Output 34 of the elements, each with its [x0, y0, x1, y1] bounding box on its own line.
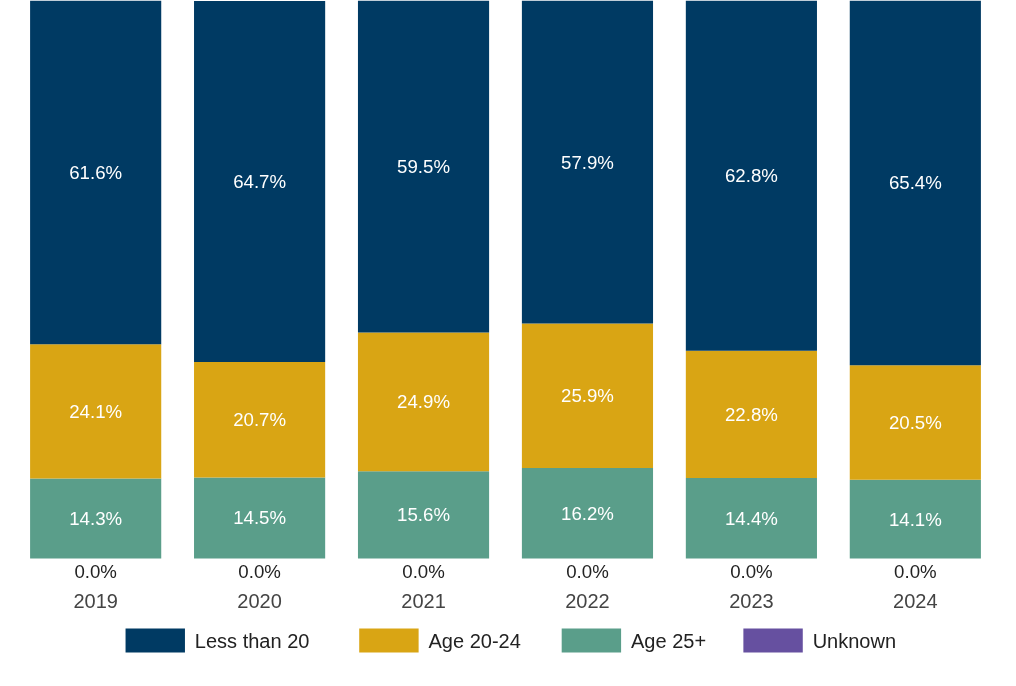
- legend-label: Age 25+: [631, 629, 707, 652]
- data-label: 0.0%: [74, 561, 117, 583]
- data-label: 14.1%: [888, 508, 942, 530]
- data-label: 14.5%: [233, 507, 287, 529]
- data-label: 14.4%: [724, 507, 778, 529]
- data-label: 57.9%: [561, 151, 614, 173]
- data-label: 20.5%: [888, 412, 942, 434]
- data-label: 0.0%: [566, 561, 609, 583]
- data-label: 20.7%: [233, 409, 287, 431]
- data-label: 14.3%: [69, 508, 123, 530]
- data-label: 16.2%: [561, 502, 614, 524]
- data-label: 61.6%: [69, 161, 123, 183]
- data-label: 25.9%: [561, 385, 614, 407]
- data-label: 0.0%: [894, 561, 937, 583]
- data-label: 24.1%: [69, 400, 123, 422]
- data-label: 0.0%: [402, 561, 445, 583]
- x-tick-label: 2021: [401, 589, 446, 612]
- x-tick-label: 2022: [565, 589, 610, 612]
- legend-label: Age 20-24: [428, 629, 521, 652]
- x-tick-label: 2024: [893, 589, 938, 612]
- data-label: 62.8%: [724, 165, 778, 187]
- data-label: 65.4%: [888, 172, 942, 194]
- data-label: 0.0%: [730, 561, 773, 583]
- data-label: 59.5%: [397, 155, 450, 177]
- data-label: 24.9%: [397, 391, 450, 413]
- x-tick-label: 2020: [237, 589, 282, 612]
- x-tick-label: 2023: [729, 589, 774, 612]
- legend-label: Unknown: [812, 629, 897, 652]
- data-label: 22.8%: [724, 403, 778, 425]
- data-label: 0.0%: [238, 561, 281, 583]
- x-tick-label: 2019: [73, 589, 118, 612]
- legend-label: Less than 20: [194, 629, 310, 652]
- data-label: 15.6%: [397, 504, 450, 526]
- data-label: 64.7%: [233, 171, 287, 193]
